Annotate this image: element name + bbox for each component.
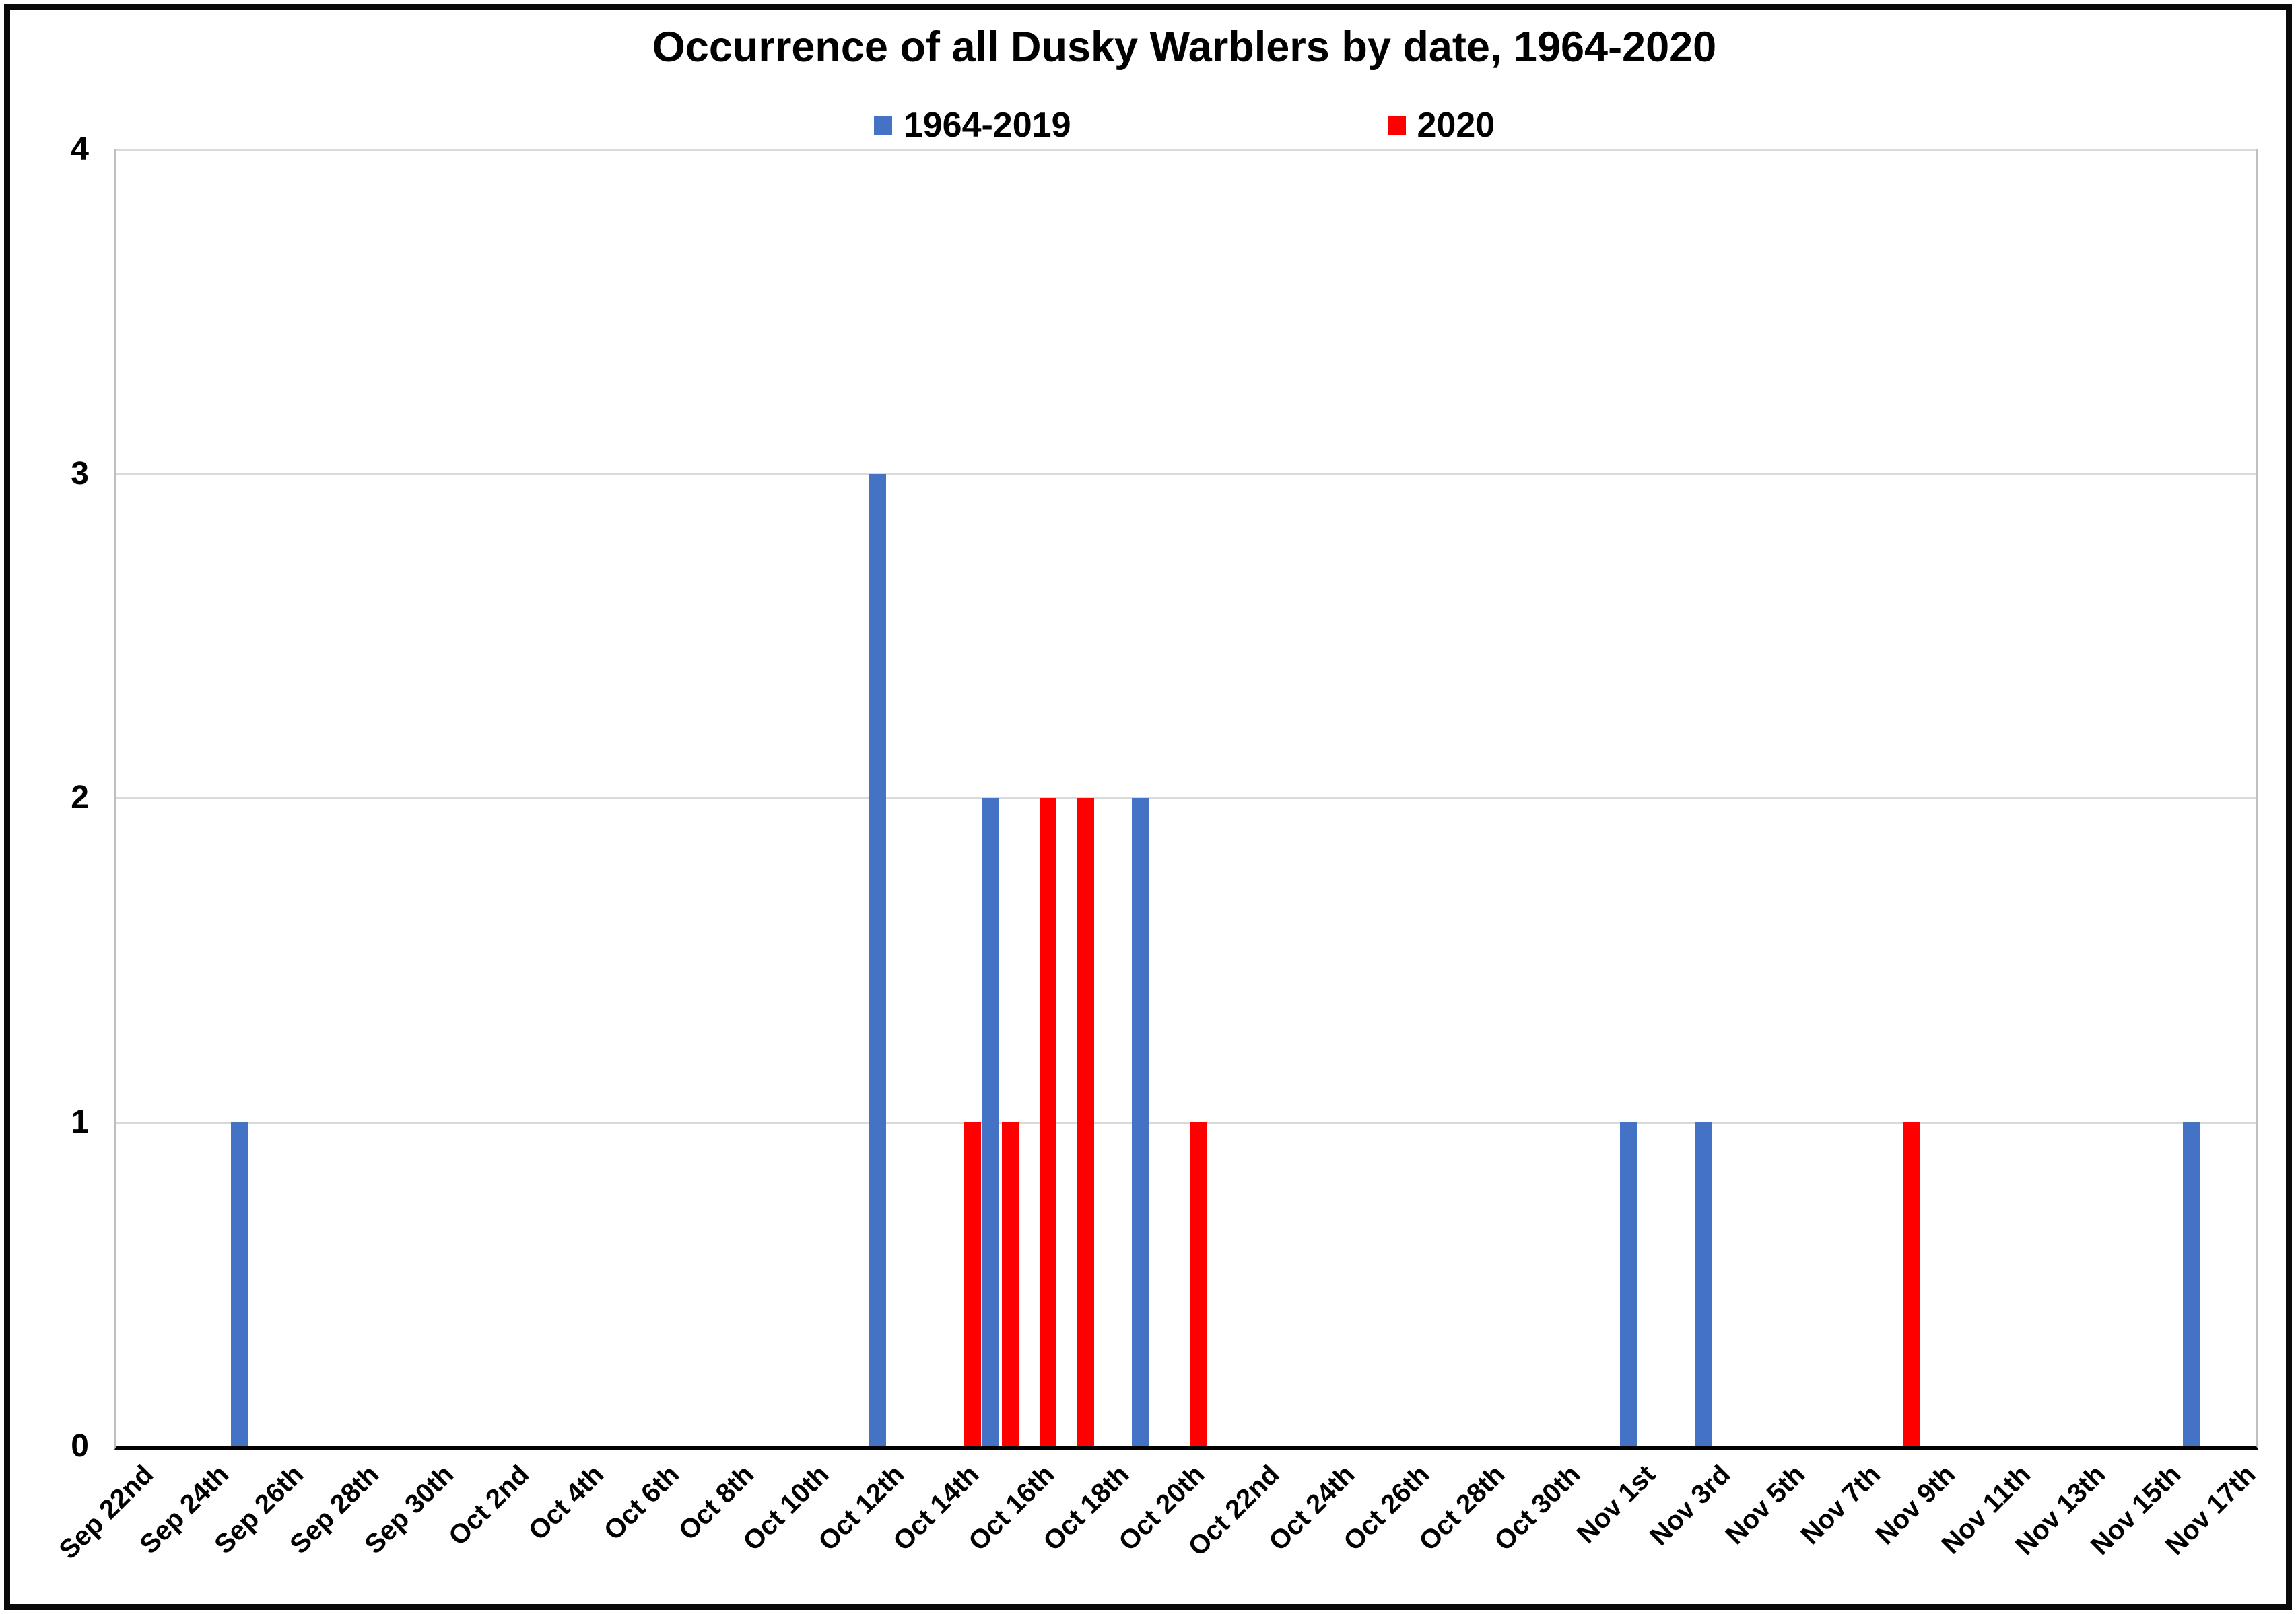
bar-1964-2019-oct-12th — [869, 473, 886, 1446]
chart-title: Occurrence of all Dusky Warblers by date… — [652, 24, 1717, 71]
legend-label-2020: 2020 — [1417, 106, 1495, 145]
x-tick-label-oct-4th: Oct 4th — [522, 1459, 610, 1546]
legend-item-2020: 2020 — [1387, 105, 1495, 145]
legend-item-1964-2019: 1964-2019 — [873, 105, 1071, 145]
gridline-y-3 — [116, 473, 2256, 475]
bar-1964-2019-nov-1st — [1620, 1122, 1637, 1446]
bar-2020-oct-15th — [1002, 1122, 1019, 1446]
legend-label-1964-2019: 1964-2019 — [903, 106, 1071, 145]
legend-marker-red-icon — [1387, 116, 1406, 135]
bar-2020-nov-8th — [1903, 1122, 1920, 1446]
y-tick-label-4: 4 — [71, 131, 89, 167]
y-tick-label-0: 0 — [71, 1428, 89, 1464]
x-tick-label-nov-1st: Nov 1st — [1571, 1459, 1661, 1549]
gridline-y-2 — [116, 797, 2256, 799]
y-tick-label-2: 2 — [71, 780, 89, 815]
gridline-y-1 — [116, 1121, 2256, 1124]
x-tick-label-nov-3rd: Nov 3rd — [1644, 1459, 1736, 1551]
bar-1964-2019-oct-15th — [982, 798, 999, 1446]
x-tick-label-nov-5th: Nov 5th — [1720, 1459, 1811, 1551]
bar-2020-oct-17th — [1077, 798, 1094, 1446]
bar-1964-2019-nov-3rd — [1695, 1122, 1712, 1446]
bar-2020-oct-14th — [964, 1122, 982, 1446]
x-tick-label-sep-22nd: Sep 22nd — [53, 1459, 160, 1566]
y-tick-label-1: 1 — [71, 1104, 89, 1140]
gridline-y-4 — [116, 149, 2256, 151]
bar-2020-oct-20th — [1190, 1122, 1207, 1446]
bar-2020-oct-16th — [1039, 798, 1056, 1446]
x-tick-label-nov-7th: Nov 7th — [1795, 1459, 1887, 1551]
x-tick-label-oct-6th: Oct 6th — [598, 1459, 685, 1546]
bar-1964-2019-sep-25th — [231, 1122, 248, 1446]
x-tick-label-oct-2nd: Oct 2nd — [442, 1459, 535, 1551]
bar-1964-2019-nov-16th — [2183, 1122, 2200, 1446]
legend-marker-blue-icon — [873, 116, 892, 135]
y-tick-label-3: 3 — [71, 455, 89, 492]
bar-1964-2019-oct-19th — [1132, 798, 1149, 1446]
plot-area — [114, 149, 2258, 1450]
legend: 1964-2019 2020 — [114, 105, 2254, 145]
